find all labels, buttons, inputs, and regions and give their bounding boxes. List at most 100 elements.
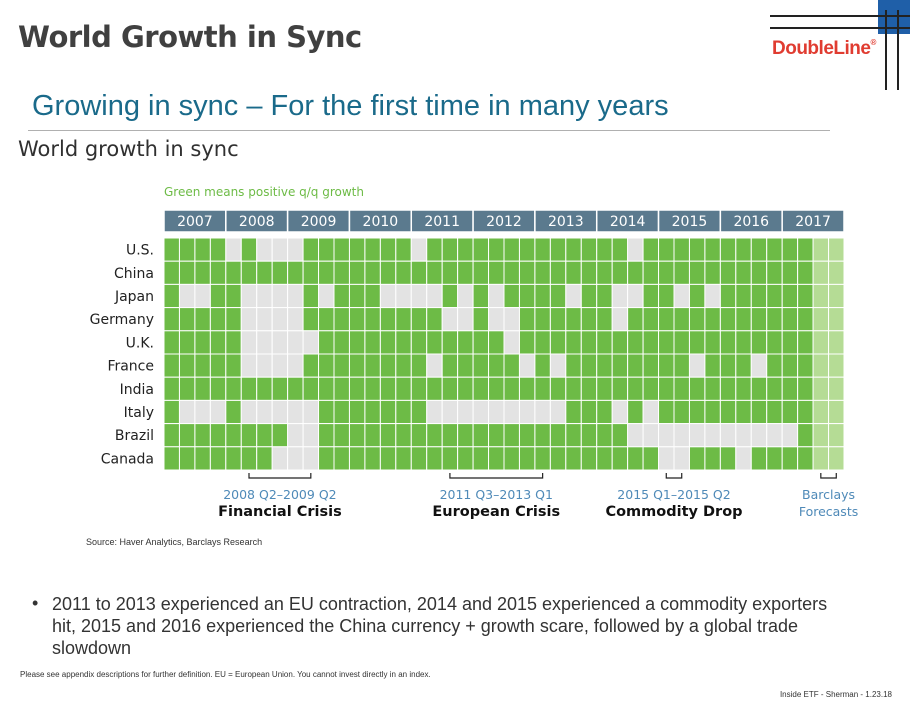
heatmap-cell (658, 237, 675, 262)
heatmap-cell (364, 330, 381, 355)
heatmap-cell (766, 307, 783, 332)
heatmap-cell (348, 376, 366, 401)
slide-subtitle: Growing in sync – For the first time in … (32, 90, 669, 122)
heatmap-cell (271, 399, 289, 425)
heatmap-cell (488, 330, 505, 355)
heatmap-cell (766, 376, 783, 401)
heatmap-cell (642, 399, 660, 425)
heatmap-cell (596, 446, 613, 471)
heatmap-cell (735, 237, 752, 262)
heatmap-cell (812, 307, 830, 332)
heatmap-cell (178, 353, 196, 378)
annotation-bracket (248, 473, 312, 479)
heatmap-cell (704, 399, 721, 425)
country-label: Brazil (115, 428, 154, 444)
heatmap-cell (379, 307, 397, 332)
heatmap-cell (209, 376, 227, 401)
bullet-text: 2011 to 2013 experienced an EU contracti… (52, 594, 828, 658)
heatmap-cell (287, 353, 304, 378)
heatmap-cell (611, 353, 629, 378)
heatmap-cell (766, 446, 783, 471)
heatmap-cell (828, 307, 845, 332)
heatmap-cell (410, 237, 428, 262)
heatmap-cell (673, 283, 690, 309)
heatmap-cell (781, 307, 799, 332)
heatmap-cell (534, 399, 551, 425)
heatmap-cell (812, 376, 830, 401)
heatmap-cell (735, 260, 752, 285)
heatmap-cell (457, 423, 474, 448)
heatmap-cell (488, 237, 505, 262)
heatmap-cell (549, 283, 567, 309)
heatmap-cell (611, 423, 629, 448)
heatmap-cell (472, 330, 490, 355)
heatmap-cell (596, 423, 613, 448)
annotation-label: Forecasts (799, 504, 858, 519)
heatmap-cell (719, 283, 737, 309)
heatmap-cell (379, 446, 397, 471)
heatmap-cell (580, 353, 598, 378)
heatmap-cell (333, 283, 350, 309)
heatmap-cell (256, 399, 273, 425)
heatmap-cell (534, 353, 551, 378)
heatmap-cell (178, 423, 196, 448)
heatmap-cell (348, 446, 366, 471)
heatmap-cell (333, 376, 350, 401)
heatmap-cell (256, 283, 273, 309)
heatmap-cell (287, 423, 304, 448)
heatmap-cell (488, 376, 505, 401)
heatmap-cell (688, 376, 706, 401)
heatmap-cell (256, 446, 273, 471)
heatmap-cell (271, 260, 289, 285)
heatmap-cell (333, 307, 350, 332)
heatmap-cell (642, 353, 660, 378)
heatmap-cell (797, 376, 814, 401)
heatmap-cell (488, 353, 505, 378)
heatmap-cell (719, 353, 737, 378)
heatmap-cell (194, 446, 211, 471)
heatmap-cell (580, 307, 598, 332)
heatmap-cell (256, 423, 273, 448)
heatmap-cell (797, 446, 814, 471)
heatmap-cell (225, 283, 242, 309)
heatmap-cell (627, 376, 644, 401)
heatmap-cell (457, 260, 474, 285)
heatmap-cell (333, 237, 350, 262)
heatmap-cell (178, 330, 196, 355)
heatmap-cell (549, 353, 567, 378)
heatmap-cell (518, 283, 536, 309)
heatmap-cell (364, 399, 381, 425)
heatmap-cell (163, 399, 180, 425)
heatmap-cell (225, 330, 242, 355)
heatmap-cell (503, 446, 520, 471)
heatmap-cell (781, 446, 799, 471)
heatmap-cell (271, 446, 289, 471)
heatmap-cell (549, 260, 567, 285)
heatmap-cell (364, 376, 381, 401)
heatmap-cell (627, 237, 644, 262)
heatmap-cell (549, 307, 567, 332)
heatmap-cell (318, 376, 335, 401)
heatmap-cell (735, 307, 752, 332)
heatmap-cell (163, 376, 180, 401)
heatmap-cell (828, 446, 845, 471)
heatmap-cell (472, 423, 490, 448)
heatmap-cell (565, 376, 582, 401)
heatmap-cell (287, 307, 304, 332)
heatmap-cell (194, 423, 211, 448)
heatmap-cell (596, 260, 613, 285)
heatmap-cell (348, 399, 366, 425)
heatmap-cell (611, 260, 629, 285)
heatmap-cell (704, 307, 721, 332)
heatmap-cell (271, 283, 289, 309)
heatmap-cell (503, 307, 520, 332)
heatmap-cell (426, 283, 443, 309)
annotation-range: 2011 Q3–2013 Q1 (440, 487, 553, 502)
heatmap-cell (766, 237, 783, 262)
heatmap-cell (781, 353, 799, 378)
heatmap-cell (426, 330, 443, 355)
heatmap-cell (410, 353, 428, 378)
heatmap-cell (797, 330, 814, 355)
heatmap-cell (828, 330, 845, 355)
heatmap-cell (642, 260, 660, 285)
